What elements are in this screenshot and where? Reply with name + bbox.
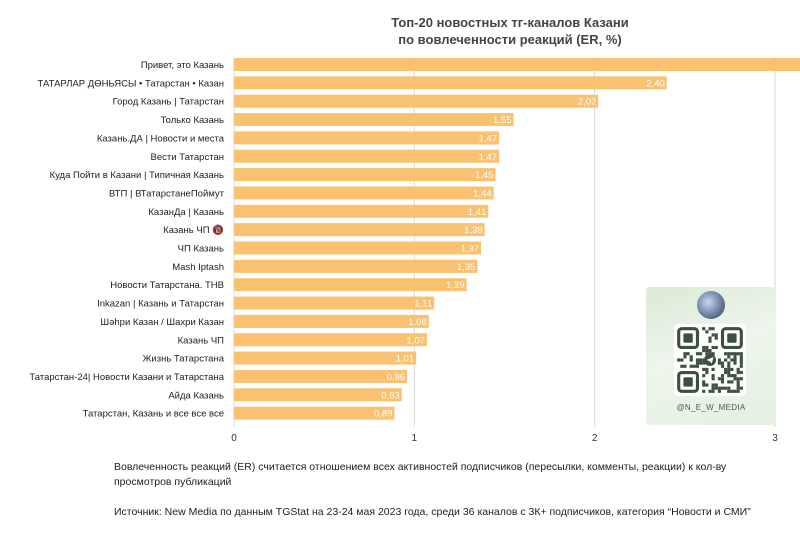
category-label: Только Казань bbox=[161, 115, 224, 126]
category-label: Казань ЧП 🔞 bbox=[163, 224, 224, 236]
data-label: 0,89 bbox=[374, 409, 393, 420]
data-label: 1,01 bbox=[396, 354, 415, 365]
category-label: Город Казань | Татарстан bbox=[113, 97, 224, 108]
bar bbox=[234, 369, 408, 383]
chart-title-line-1: Топ-20 новостных тг-каналов Казани bbox=[391, 15, 629, 30]
x-tick-label: 2 bbox=[592, 433, 598, 444]
bar bbox=[234, 204, 489, 218]
qr-code-icon bbox=[674, 324, 746, 396]
data-label: 1,41 bbox=[468, 207, 487, 218]
data-label: 0,96 bbox=[387, 372, 406, 383]
bar bbox=[234, 113, 514, 127]
category-label: Айда Казань bbox=[168, 390, 224, 401]
data-label: 1,47 bbox=[479, 133, 498, 144]
bar bbox=[234, 58, 800, 71]
footnotes: Вовлеченность реакций (ER) считается отн… bbox=[114, 460, 774, 520]
bar bbox=[234, 296, 435, 310]
x-axis-ticks: 0 1 2 3 bbox=[231, 433, 778, 444]
data-label: 1,47 bbox=[479, 152, 498, 163]
bar bbox=[234, 186, 494, 200]
data-label: 1,44 bbox=[473, 188, 492, 199]
channel-logo-icon bbox=[697, 291, 725, 319]
x-tick-label: 0 bbox=[231, 433, 237, 444]
category-label: Казань.ДА | Новости и места bbox=[97, 133, 225, 144]
data-label: 1,55 bbox=[493, 115, 512, 126]
data-label: 1,29 bbox=[446, 280, 465, 291]
bar bbox=[234, 149, 500, 163]
category-label: ВТП | ВТатарстанеПоймут bbox=[109, 188, 225, 199]
category-label: Вести Татарстан bbox=[151, 152, 224, 163]
category-label: Шәһри Казан / Шахри Казан bbox=[100, 317, 224, 328]
bar bbox=[234, 131, 500, 145]
category-label: Mash Iptash bbox=[172, 262, 224, 273]
category-label: Новости Татарстана. ТНВ bbox=[110, 280, 224, 291]
category-label: Татарстан-24| Новости Казани и Татарстан… bbox=[29, 372, 224, 383]
chart-title-line-2: по вовлеченности реакций (ER, %) bbox=[398, 32, 622, 47]
qr-card: @N_E_W_MEDIA bbox=[646, 287, 776, 425]
bar bbox=[234, 278, 467, 292]
bar bbox=[234, 168, 496, 182]
bar bbox=[234, 314, 429, 328]
x-tick-label: 3 bbox=[772, 433, 778, 444]
qr-handle: @N_E_W_MEDIA bbox=[676, 403, 746, 412]
bar bbox=[234, 94, 599, 108]
chart-title: Топ-20 новостных тг-каналов Казани по во… bbox=[330, 14, 690, 48]
bar bbox=[234, 259, 478, 273]
data-label: 1,07 bbox=[406, 335, 425, 346]
category-label: ЧП Казань bbox=[178, 244, 224, 255]
category-label: КазанДа | Казань bbox=[148, 207, 224, 218]
data-label: 1,39 bbox=[464, 225, 483, 236]
er-definition-note: Вовлеченность реакций (ER) считается отн… bbox=[114, 461, 727, 488]
data-label: 1,11 bbox=[414, 299, 432, 310]
bar bbox=[234, 76, 667, 90]
data-label: 1,08 bbox=[408, 317, 427, 328]
data-label: 2,02 bbox=[578, 97, 597, 108]
chart-bars bbox=[234, 58, 800, 420]
data-label: 1,37 bbox=[461, 244, 480, 255]
source-note: Источник: New Media по данным TGStat на … bbox=[114, 506, 751, 518]
bar bbox=[234, 388, 402, 402]
category-label: Татарстан, Казань и все все все bbox=[83, 409, 224, 420]
bar bbox=[234, 333, 427, 347]
bar-chart: Привет, это Казань ТАТАРЛАР ДӨНЬЯСЫ • Тат… bbox=[29, 57, 800, 444]
data-label: 0,93 bbox=[381, 390, 400, 401]
category-label: Inkazan | Казань и Татарстан bbox=[97, 299, 224, 310]
category-label: Казань ЧП bbox=[178, 335, 225, 346]
category-labels: Привет, это Казань ТАТАРЛАР ДӨНЬЯСЫ • Тат… bbox=[29, 60, 224, 420]
bar bbox=[234, 223, 485, 237]
category-label: Привет, это Казань bbox=[141, 60, 224, 71]
category-label: Жизнь Татарстана bbox=[143, 354, 225, 365]
category-label: ТАТАРЛАР ДӨНЬЯСЫ • Татарстан • Казан bbox=[38, 78, 224, 89]
data-label: 1,35 bbox=[457, 262, 476, 273]
data-label: 2,40 bbox=[646, 78, 665, 89]
data-label: 1,45 bbox=[475, 170, 494, 181]
value-labels: 3,452,402,021,551,471,471,451,441,411,39… bbox=[374, 78, 665, 420]
bar bbox=[234, 351, 417, 365]
category-label: Куда Пойти в Казани | Типичная Казань bbox=[50, 170, 224, 181]
bar bbox=[234, 406, 395, 420]
bar bbox=[234, 241, 482, 255]
x-tick-label: 1 bbox=[412, 433, 418, 444]
